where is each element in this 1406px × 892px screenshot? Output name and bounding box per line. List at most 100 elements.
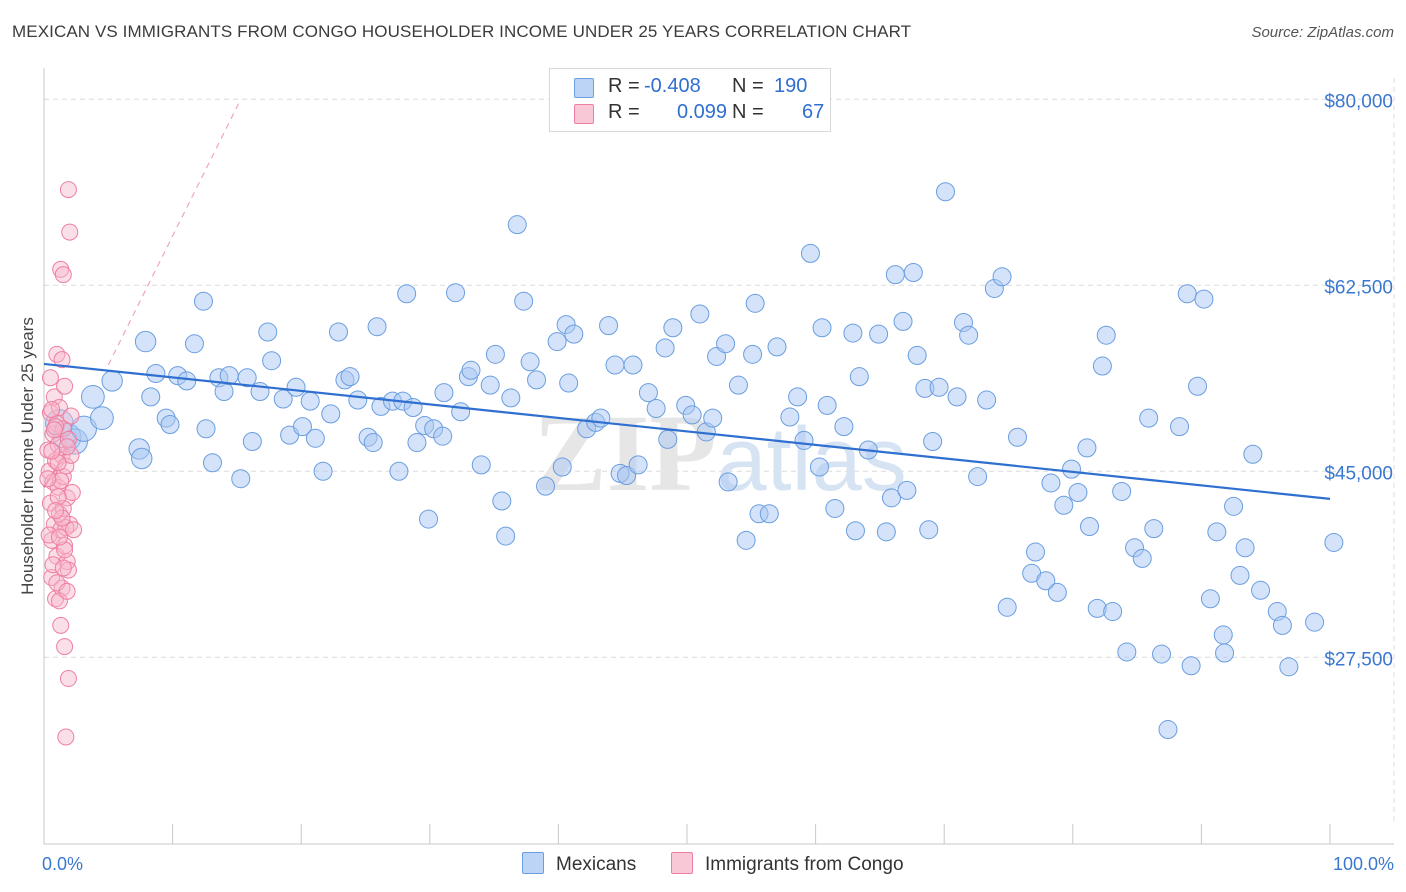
stats-legend: R = -0.408 N = 190 R = 0.099 N = 67 (549, 68, 831, 132)
mexicans-point (767, 337, 787, 357)
mexicans-point (536, 476, 556, 496)
mexicans-point (1235, 538, 1255, 558)
mexicans-point (788, 387, 808, 407)
mexicans-point (690, 304, 710, 324)
mexicans-point (800, 243, 820, 263)
mexicans-point (305, 428, 325, 448)
mexicans-point (1251, 580, 1271, 600)
mexicans-point (947, 387, 967, 407)
watermark: ZIPatlas (533, 392, 906, 514)
mexicans-point (446, 283, 466, 303)
mexicans-point (1200, 589, 1220, 609)
mexicans-point (1139, 408, 1159, 428)
mexicans-point (141, 387, 161, 407)
mexicans-point (794, 430, 814, 450)
mexicans-point (1112, 481, 1132, 501)
congo-point (43, 569, 61, 587)
mexicans-point (262, 351, 282, 371)
mexicans-point (214, 382, 234, 402)
mexicans-point (876, 522, 896, 542)
mexicans-point (146, 363, 166, 383)
mexicans-point (903, 263, 923, 283)
mexicans-point (321, 404, 341, 424)
mexicans-point (101, 370, 123, 392)
mexicans-point (919, 520, 939, 540)
mexicans-point (389, 461, 409, 481)
congo-point (45, 388, 63, 406)
mexicans-point (348, 390, 368, 410)
mexicans-point (1215, 643, 1235, 663)
mexicans-point (881, 488, 901, 508)
mexicans-point (959, 325, 979, 345)
mexicans-point (1087, 598, 1107, 618)
bottom-legend-congo: Immigrants from Congo (671, 852, 904, 876)
mexicans-point (1132, 548, 1152, 568)
source-label: Source: ZipAtlas.com (1251, 24, 1394, 41)
mexicans-trend-line (43, 362, 1331, 500)
mexicans-point (1152, 644, 1172, 664)
mexicans-point (923, 431, 943, 451)
mexicans-point (397, 284, 417, 304)
congo-point (57, 728, 75, 746)
legend-r-value: -0.408 (644, 75, 701, 97)
mexicans-point (716, 334, 736, 354)
mexicans-point (1062, 459, 1082, 479)
mexicans-point (1224, 496, 1244, 516)
watermark-atlas: atlas (717, 410, 907, 510)
mexicans-point (997, 597, 1017, 617)
mexicans-point (433, 426, 453, 446)
mexicans-point (89, 406, 114, 431)
mexicans-point (485, 344, 505, 364)
mexicans-point (1041, 473, 1061, 493)
tick-labels: $27,500 $45,000 $62,500 $80,000 0.0% 100.0% (42, 91, 1394, 874)
mexicans-point (1008, 427, 1028, 447)
mexicans-point (1080, 517, 1100, 537)
congo-point (47, 502, 65, 520)
mexicans-point (623, 355, 643, 375)
y-tick-label: $80,000 (1324, 91, 1393, 112)
mexicans-point (1068, 483, 1088, 503)
congo-point (39, 470, 57, 488)
congo-point (59, 181, 77, 199)
mexicans-point (501, 388, 521, 408)
mexicans-trendline (43, 362, 1331, 500)
y-tick-label: $27,500 (1324, 649, 1393, 670)
congo-point (41, 369, 59, 387)
congo-point (44, 556, 62, 574)
mexicans-point (1047, 582, 1067, 602)
mexicans-point (1103, 602, 1123, 622)
mexicans-point (492, 491, 512, 511)
mexicans-point (292, 417, 312, 437)
mexicans-point (745, 293, 765, 313)
mexicans-point (527, 370, 547, 390)
mexicans-point (599, 316, 619, 336)
mexicans-point (728, 375, 748, 395)
mexicans-point (929, 377, 949, 397)
mexicans-point (628, 455, 648, 475)
bottom-legend-swatch-pink (671, 852, 693, 874)
legend-n-value: 190 (774, 75, 808, 97)
congo-point (45, 421, 63, 439)
mexicans-point (718, 472, 738, 492)
mexicans-point (743, 344, 763, 364)
y-tick-label: $45,000 (1324, 463, 1393, 484)
mexicans-point (1158, 720, 1178, 740)
mexicans-point (184, 334, 204, 354)
mexicans-point (1194, 289, 1214, 309)
mexicans-point (646, 399, 666, 419)
mexicans-point (134, 330, 157, 353)
congo-point (56, 541, 74, 559)
mexicans-point (638, 383, 658, 403)
congo-point (40, 526, 58, 544)
mexicans-point (812, 318, 832, 338)
mexicans-point (177, 371, 197, 391)
legend-n-value: 67 (802, 101, 825, 123)
legend-swatch-blue (574, 78, 594, 98)
congo-point (62, 446, 80, 464)
mexicans-point (935, 182, 955, 202)
congo-point (48, 345, 66, 363)
mexicans-point (780, 407, 800, 427)
mexicans-point (809, 457, 829, 477)
mexicans-point (1243, 444, 1263, 464)
mexicans-point (817, 395, 837, 415)
